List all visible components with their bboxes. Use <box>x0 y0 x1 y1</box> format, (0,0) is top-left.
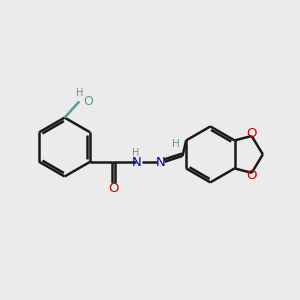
Text: H: H <box>172 140 180 149</box>
Text: H: H <box>76 88 83 98</box>
Text: O: O <box>246 127 257 140</box>
Text: N: N <box>132 156 142 169</box>
Text: O: O <box>246 169 257 182</box>
Text: H: H <box>132 148 140 158</box>
Text: N: N <box>156 156 166 169</box>
Text: O: O <box>83 95 93 108</box>
Text: O: O <box>108 182 118 195</box>
